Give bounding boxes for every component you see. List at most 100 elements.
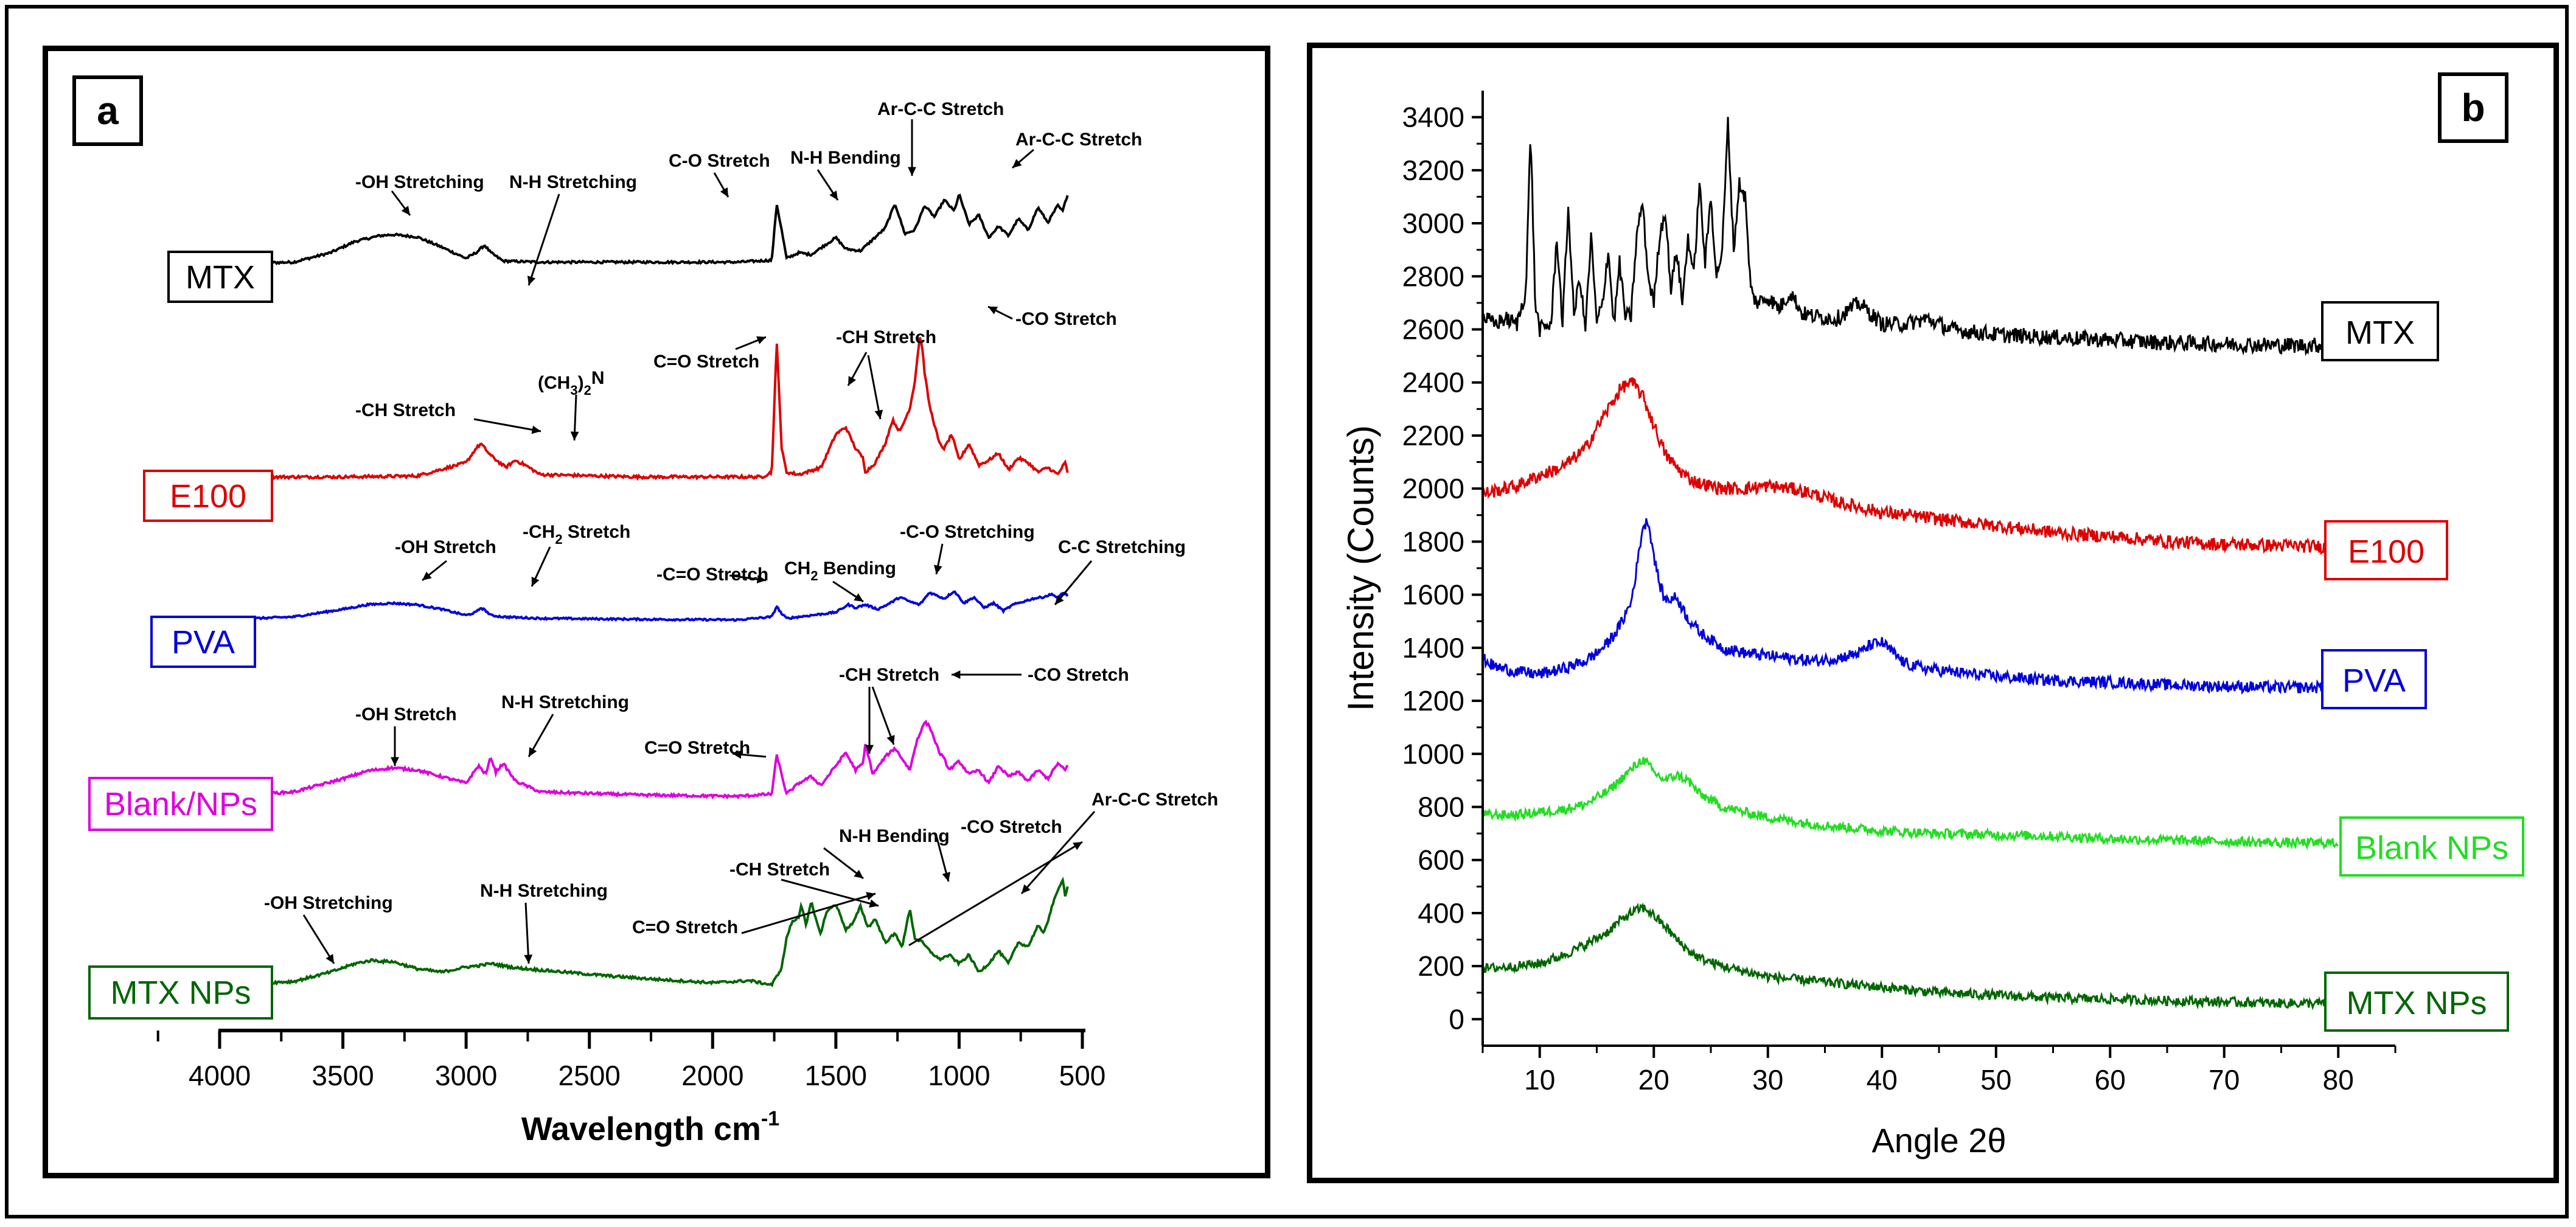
ann-mnp-ch: -CH Stretch xyxy=(729,860,830,880)
annotation-arrowhead xyxy=(854,593,863,602)
ann-mtx-co: C-O Stretch xyxy=(669,151,770,171)
xrd-legend-label-blank-nps: Blank NPs xyxy=(2355,830,2508,866)
xrd-y-tick-label: 2800 xyxy=(1402,260,1464,292)
ann-bnp-nh: N-H Stretching xyxy=(501,692,629,712)
annotation-arrowhead xyxy=(942,872,951,881)
ftir-x-tick-label: 4000 xyxy=(189,1060,251,1091)
annotation-arrowhead xyxy=(570,431,579,440)
ftir-x-tick-label: 1500 xyxy=(805,1060,867,1091)
legend-label-blank-nps: Blank/NPs xyxy=(104,786,257,822)
annotation-arrowhead xyxy=(865,745,874,754)
annotation-arrowhead xyxy=(524,954,533,964)
xrd-x-tick-label: 10 xyxy=(1524,1064,1555,1096)
ann-mnp-c-o: C=O Stretch xyxy=(632,917,738,937)
xrd-y-tick-label: 2000 xyxy=(1402,473,1464,504)
xrd-legend-box-e100: E100 xyxy=(2324,520,2448,580)
xrd-legend-label-mtx: MTX xyxy=(2345,315,2415,351)
ftir-x-axis-label: Wavelength cm-1 xyxy=(521,1107,779,1147)
xrd-y-tick-label: 3200 xyxy=(1402,155,1464,186)
xrd-legend-box-mtx: MTX xyxy=(2321,301,2439,361)
ann-e100-ch3n: (CH3)2N xyxy=(538,368,605,398)
xrd-x-tick-label: 40 xyxy=(1867,1064,1898,1096)
xrd-y-tick-label: 1800 xyxy=(1402,526,1464,557)
xrd-y-tick-label: 3400 xyxy=(1402,102,1464,133)
ann-pva-co-stretching: -C-O Stretching xyxy=(900,522,1035,542)
legend-box-mtx-nps: MTX NPs xyxy=(88,965,273,1020)
xrd-series-mtx xyxy=(1481,117,2339,356)
xrd-series-pva xyxy=(1481,518,2339,697)
annotation-arrowhead xyxy=(988,307,998,315)
annotation-arrow xyxy=(781,878,879,907)
xrd-series-e100 xyxy=(1481,377,2339,557)
annotation-arrowhead xyxy=(854,869,863,878)
xrd-chart: 0 200 400 600 800 1000 1200 1400 1600 1800 2000 220… xyxy=(1340,91,2524,1159)
ftir-series-blank-nps xyxy=(219,720,1069,800)
annotation-arrowhead xyxy=(886,735,895,745)
ann-e100-co-stretch: -CO Stretch xyxy=(1015,309,1117,329)
ann-mtx-arcc2: Ar-C-C Stretch xyxy=(1015,130,1142,150)
xrd-legend-label-e100: E100 xyxy=(2348,534,2425,570)
ftir-x-tick-label: 3000 xyxy=(435,1060,497,1091)
legend-label-mtx-nps: MTX NPs xyxy=(110,975,251,1011)
legend-label-pva: PVA xyxy=(172,624,235,661)
panel-label-b: b xyxy=(2438,72,2508,143)
xrd-y-tick-label: 600 xyxy=(1418,844,1464,876)
ftir-x-tick-label: 3500 xyxy=(312,1060,374,1091)
ann-pva-ch2-bending: CH2 Bending xyxy=(784,558,896,583)
annotation-arrow xyxy=(1054,560,1093,605)
annotation-arrowhead xyxy=(1022,884,1031,894)
annotation-arrowhead xyxy=(1055,595,1064,605)
xrd-y-tick-label: 400 xyxy=(1418,897,1464,929)
annotation-arrowhead xyxy=(733,750,742,759)
ann-bnp-c-o: C=O Stretch xyxy=(644,738,750,758)
annotation-arrowhead xyxy=(756,575,766,583)
ann-mnp-nhb: N-H Bending xyxy=(839,826,950,846)
xrd-legend-box-pva: PVA xyxy=(2321,649,2427,709)
ftir-x-tick-label: 2000 xyxy=(681,1060,743,1091)
ann-mnp-co-stretch: -CO Stretch xyxy=(961,817,1062,837)
xrd-y-tick-label: 3000 xyxy=(1402,207,1464,239)
annotation-arrowhead xyxy=(531,425,541,434)
annotation-arrowhead xyxy=(934,565,942,574)
legend-label-e100: E100 xyxy=(170,478,246,515)
annotation-arrow xyxy=(527,193,560,286)
xrd-y-tick-label: 200 xyxy=(1418,950,1464,982)
annotation-arrow xyxy=(1020,811,1096,894)
annotation-arrowhead xyxy=(1073,842,1082,850)
xrd-x-tick-label: 60 xyxy=(2095,1064,2126,1096)
ann-mtx-oh: -OH Stretching xyxy=(355,172,484,192)
annotation-arrowhead xyxy=(829,190,838,200)
ann-pva-ch2: -CH2 Stretch xyxy=(523,522,630,547)
ann-pva-c-o: -C=O Stretch xyxy=(656,565,768,585)
annotation-arrow xyxy=(302,914,335,964)
annotation-arrowhead xyxy=(325,954,334,964)
annotation-arrowhead xyxy=(756,336,766,344)
xrd-y-tick-label: 2200 xyxy=(1402,420,1464,451)
xrd-y-tick-label: 1000 xyxy=(1402,738,1464,770)
ann-pva-oh: -OH Stretch xyxy=(395,537,496,557)
xrd-y-tick-label: 1200 xyxy=(1402,685,1464,717)
annotation-arrowhead xyxy=(869,899,879,908)
xrd-x-tick-label: 80 xyxy=(2323,1064,2354,1096)
legend-label-mtx: MTX xyxy=(186,259,255,296)
ftir-series-e100 xyxy=(219,337,1069,481)
annotation-arrowhead xyxy=(401,206,410,215)
xrd-y-tick-label: 0 xyxy=(1449,1003,1464,1035)
annotation-arrowhead xyxy=(866,892,875,900)
annotation-arrowhead xyxy=(848,376,857,386)
ftir-x-tick-label: 500 xyxy=(1059,1060,1106,1091)
ann-e100-ch-left: -CH Stretch xyxy=(355,400,456,420)
xrd-y-tick-label: 800 xyxy=(1418,791,1464,823)
xrd-x-tick-label: 50 xyxy=(1980,1064,2011,1096)
annotation-arrowhead xyxy=(422,571,432,580)
xrd-x-tick-label: 70 xyxy=(2209,1064,2240,1096)
ann-mnp-oh: -OH Stretching xyxy=(264,893,393,913)
ann-e100-ch: -CH Stretch xyxy=(836,327,936,347)
xrd-y-tick-label: 1600 xyxy=(1402,579,1464,611)
xrd-x-tick-label: 30 xyxy=(1752,1064,1783,1096)
ann-mnp-nh: N-H Stretching xyxy=(480,881,608,901)
xrd-x-tick-label: 20 xyxy=(1638,1064,1669,1096)
xrd-series-blank-nps xyxy=(1481,757,2339,851)
annotation-arrow xyxy=(871,686,895,745)
ann-bnp-ch: -CH Stretch xyxy=(839,665,939,685)
